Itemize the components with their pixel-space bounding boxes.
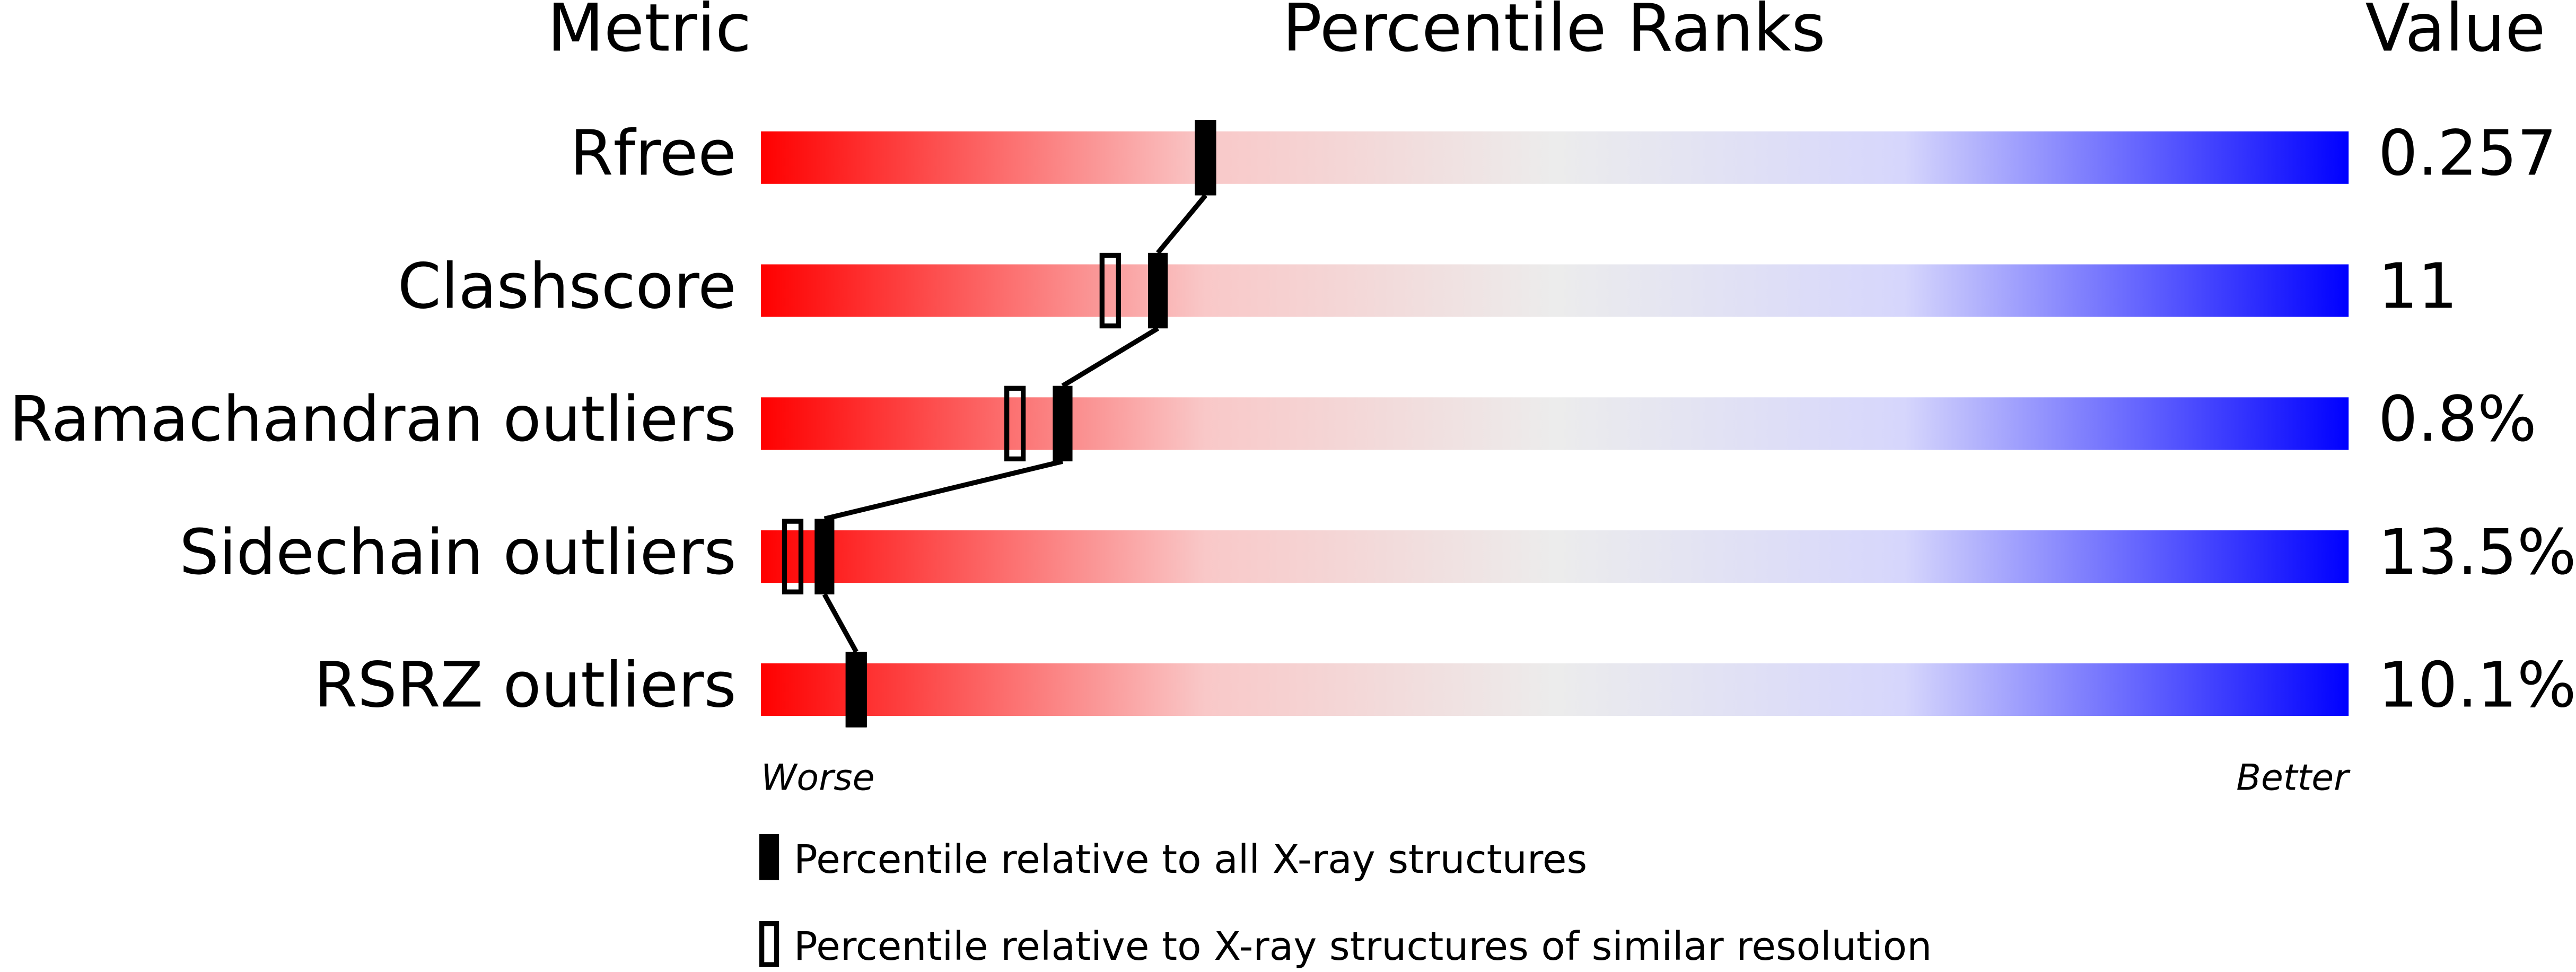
metric-label: Sidechain outliers <box>179 516 736 589</box>
legend-swatch <box>759 834 779 880</box>
legend-label: Percentile relative to X-ray structures … <box>794 923 1932 969</box>
metric-label: Rfree <box>570 117 737 189</box>
metric-value: 0.8% <box>2378 383 2537 456</box>
metric-label: Clashscore <box>398 250 737 322</box>
marker-all <box>814 519 835 594</box>
percentile-bar <box>761 131 2349 184</box>
marker-all <box>1148 252 1168 329</box>
metric-value: 11 <box>2378 250 2458 322</box>
metric-value: 10.1% <box>2378 649 2576 722</box>
metric-label: Ramachandran outliers <box>10 383 737 456</box>
metric-value: 13.5% <box>2378 516 2576 589</box>
legend-swatch <box>759 921 779 967</box>
ranks-header: Percentile Ranks <box>1282 0 1825 67</box>
better-label: Better <box>2236 757 2351 799</box>
percentile-bar <box>761 530 2349 583</box>
percentile-bar <box>761 397 2349 450</box>
metric-label: RSRZ outliers <box>314 649 736 722</box>
percentile-bar <box>761 663 2349 716</box>
connector <box>823 459 1064 521</box>
connector <box>1156 194 1208 255</box>
marker-similar <box>845 652 867 728</box>
marker-similar <box>782 519 804 594</box>
metric-value: 0.257 <box>2378 117 2557 189</box>
marker-similar <box>1195 120 1216 196</box>
marker-similar <box>1004 386 1026 462</box>
percentile-bar <box>761 264 2349 317</box>
metric-header: Metric <box>547 0 751 67</box>
value-header: Value <box>2365 0 2545 67</box>
marker-similar <box>1099 252 1121 329</box>
marker-all <box>1053 386 1073 462</box>
worse-label: Worse <box>761 757 874 799</box>
connector <box>1061 326 1160 388</box>
connector <box>822 593 858 653</box>
legend-label: Percentile relative to all X-ray structu… <box>794 836 1587 882</box>
